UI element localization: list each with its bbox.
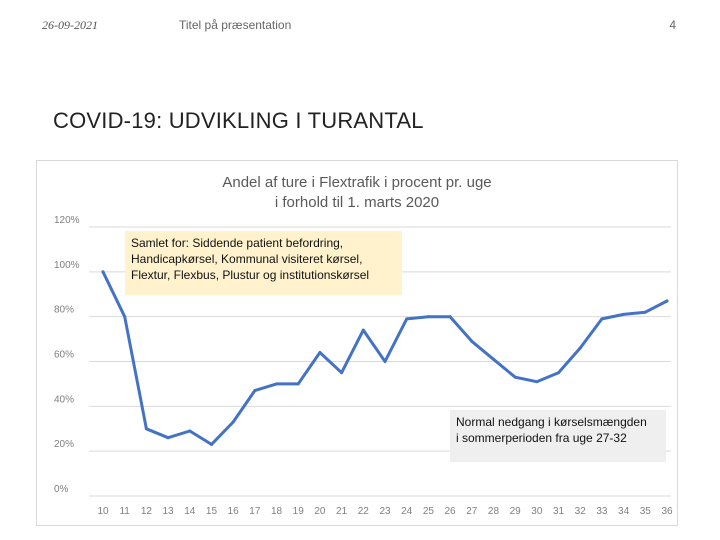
- x-tick-label: 11: [119, 506, 130, 517]
- data-point: [361, 328, 365, 332]
- x-tick-label: 24: [401, 506, 413, 517]
- y-tick-label: 20%: [54, 439, 74, 450]
- x-axis-ticks: 10 11 12 13 14 15 16 17 18 19 20 21 22 23 24 25 26 27 28 29…: [97, 506, 673, 517]
- chart-title: Andel af ture i Flextrafik i procent pr.…: [37, 173, 677, 213]
- x-tick-label: 36: [661, 506, 673, 517]
- data-point: [296, 382, 300, 386]
- scope-annotation-line-3: Flextur, Flexbus, Plustur og institution…: [131, 268, 370, 282]
- data-point: [166, 436, 170, 440]
- data-point: [231, 420, 235, 424]
- x-tick-label: 13: [163, 506, 175, 517]
- y-tick-label: 40%: [54, 394, 74, 405]
- data-point: [275, 382, 279, 386]
- data-point: [643, 310, 647, 314]
- scope-annotation: Samlet for: Siddende patient befordring,…: [125, 231, 402, 295]
- x-tick-label: 12: [141, 506, 153, 517]
- line-chart: 0%20%40%60%80%100%120% 10 11 12 13 14 15 16 17 1…: [54, 215, 673, 517]
- y-tick-label: 60%: [54, 350, 74, 361]
- x-tick-label: 28: [488, 506, 500, 517]
- data-point: [665, 299, 669, 303]
- summer-annotation: Normal nedgang i kørselsmængden i sommer…: [450, 410, 666, 462]
- data-point: [426, 315, 430, 319]
- y-tick-label: 100%: [54, 260, 80, 271]
- x-tick-label: 15: [206, 506, 218, 517]
- data-point: [557, 371, 561, 375]
- x-tick-label: 17: [249, 506, 261, 517]
- data-point: [513, 375, 517, 379]
- data-point: [123, 315, 127, 319]
- x-tick-label: 27: [466, 506, 478, 517]
- data-point: [101, 270, 105, 274]
- data-point: [383, 360, 387, 363]
- x-tick-label: 25: [423, 506, 435, 517]
- x-tick-label: 14: [184, 506, 196, 517]
- chart-container: 0% 20% 40% 60% 80% 100% 120% 10 11 12 13 14 15 16 17 1…: [36, 160, 678, 526]
- y-tick-label: 120%: [54, 215, 80, 226]
- x-tick-label: 32: [575, 506, 587, 517]
- scope-annotation-line-2: Handicapkørsel, Kommunal visiteret kørse…: [131, 252, 363, 266]
- x-tick-label: 19: [293, 506, 305, 517]
- x-tick-label: 30: [531, 506, 543, 517]
- data-point: [188, 429, 192, 433]
- summer-annotation-line-2: i sommerperioden fra uge 27-32: [456, 431, 627, 445]
- x-tick-label: 16: [228, 506, 240, 517]
- data-point: [622, 312, 626, 316]
- data-point: [318, 351, 322, 355]
- x-tick-label: 29: [510, 506, 522, 517]
- header-page-number: 4: [669, 18, 676, 32]
- data-point: [578, 346, 582, 350]
- header-presentation-title: Titel på præsentation: [179, 18, 292, 32]
- series-layer: [101, 270, 669, 446]
- scope-annotation-line-1: Samlet for: Siddende patient befordring,: [131, 236, 344, 250]
- data-point: [340, 371, 344, 375]
- y-tick-label: 80%: [54, 305, 74, 316]
- x-tick-label: 33: [596, 506, 608, 517]
- data-point: [209, 442, 213, 446]
- summer-annotation-line-1: Normal nedgang i kørselsmængden: [456, 415, 647, 429]
- slide-heading: COVID-19: UDVIKLING I TURANTAL: [53, 108, 424, 133]
- data-point: [535, 380, 539, 384]
- x-tick-label: 21: [336, 506, 348, 517]
- x-tick-label: 26: [445, 506, 457, 517]
- data-point: [491, 357, 495, 361]
- x-tick-label: 31: [553, 506, 565, 517]
- data-point: [470, 339, 474, 343]
- data-point: [405, 317, 409, 321]
- chart-title-line-2: i forhold til 1. marts 2020: [274, 194, 440, 211]
- data-point: [253, 389, 257, 393]
- x-tick-label: 23: [379, 506, 391, 517]
- x-tick-label: 10: [97, 506, 109, 517]
- header-date: 26-09-2021: [42, 18, 98, 32]
- data-point: [600, 317, 604, 321]
- x-tick-label: 18: [271, 506, 283, 517]
- y-tick-label: 0%: [54, 484, 69, 495]
- x-tick-label: 35: [640, 506, 652, 517]
- x-tick-label: 22: [358, 506, 370, 517]
- data-point: [144, 427, 148, 431]
- data-point: [448, 315, 452, 319]
- x-tick-label: 34: [618, 506, 630, 517]
- x-tick-label: 20: [314, 506, 326, 517]
- chart-title-line-1: Andel af ture i Flextrafik i procent pr.…: [222, 174, 492, 191]
- y-axis-ticks: 0% 20% 40% 60% 80% 100% 120%: [54, 215, 80, 495]
